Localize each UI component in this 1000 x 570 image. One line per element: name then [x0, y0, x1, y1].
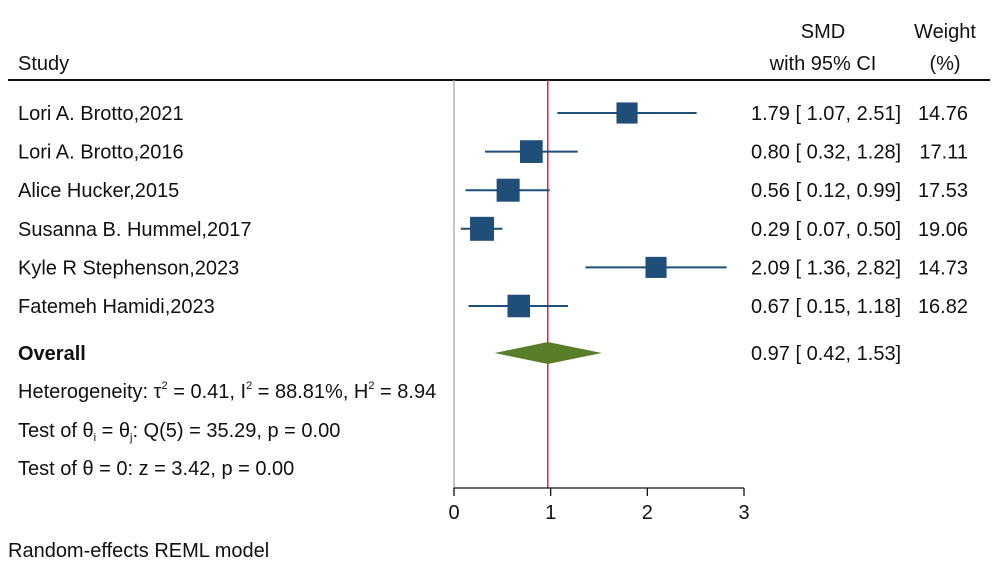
- study-effect-marker: [519, 140, 543, 163]
- x-axis: 0 1 2 3: [448, 487, 750, 524]
- study-effect-marker: [470, 216, 495, 241]
- study-ci-text: 0.67 [ 0.15, 1.18]: [751, 296, 901, 318]
- overall-label: Overall: [18, 343, 86, 365]
- header-ci-label: with 95% CI: [769, 53, 877, 75]
- overall-diamond: [494, 342, 602, 364]
- header-weight-unit: (%): [929, 53, 960, 75]
- study-effect-marker: [645, 256, 667, 278]
- study-weight-text: 14.76: [918, 103, 968, 125]
- study-ci-text: 0.29 [ 0.07, 0.50]: [751, 219, 901, 241]
- heterogeneity-text: Heterogeneity: τ2 = 0.41, I2 = 88.81%, H…: [18, 380, 436, 403]
- study-label: Alice Hucker,2015: [18, 180, 179, 202]
- test-theta-zero-text: Test of θ = 0: z = 3.42, p = 0.00: [18, 458, 294, 480]
- x-tick-label: 3: [738, 502, 749, 524]
- study-weight-text: 17.53: [918, 180, 968, 202]
- overall-ci-text: 0.97 [ 0.42, 1.53]: [751, 343, 901, 365]
- header-study-label: Study: [18, 53, 69, 75]
- study-ci-text: 0.56 [ 0.12, 0.99]: [751, 180, 901, 202]
- study-label: Susanna B. Hummel,2017: [18, 219, 251, 241]
- study-weight-text: 16.82: [918, 296, 968, 318]
- x-tick-label: 1: [545, 502, 556, 524]
- header-effect-label: SMD: [801, 21, 845, 43]
- study-label: Kyle R Stephenson,2023: [18, 257, 239, 279]
- study-weight-text: 19.06: [918, 219, 968, 241]
- x-tick-label: 0: [448, 502, 459, 524]
- x-tick-label: 2: [642, 502, 653, 524]
- study-label: Lori A. Brotto,2021: [18, 103, 184, 125]
- study-ci-text: 2.09 [ 1.36, 2.82]: [751, 257, 901, 279]
- study-effect-marker: [507, 294, 531, 318]
- study-rows: Lori A. Brotto,2021 1.79 [ 1.07, 2.51] 14.…: [18, 102, 968, 318]
- study-effect-marker: [496, 178, 520, 202]
- study-label: Fatemeh Hamidi,2023: [18, 296, 215, 318]
- header-weight-label: Weight: [914, 21, 976, 43]
- study-ci-text: 0.80 [ 0.32, 1.28]: [751, 142, 901, 164]
- study-weight-text: 17.11: [919, 142, 968, 164]
- study-label: Lori A. Brotto,2016: [18, 142, 184, 164]
- model-footnote: Random-effects REML model: [8, 540, 269, 562]
- study-ci-text: 1.79 [ 1.07, 2.51]: [751, 103, 901, 125]
- study-effect-marker: [616, 102, 638, 124]
- study-weight-text: 14.73: [918, 257, 968, 279]
- test-thetas-text: Test of θi = θj: Q(5) = 35.29, p = 0.00: [18, 420, 340, 444]
